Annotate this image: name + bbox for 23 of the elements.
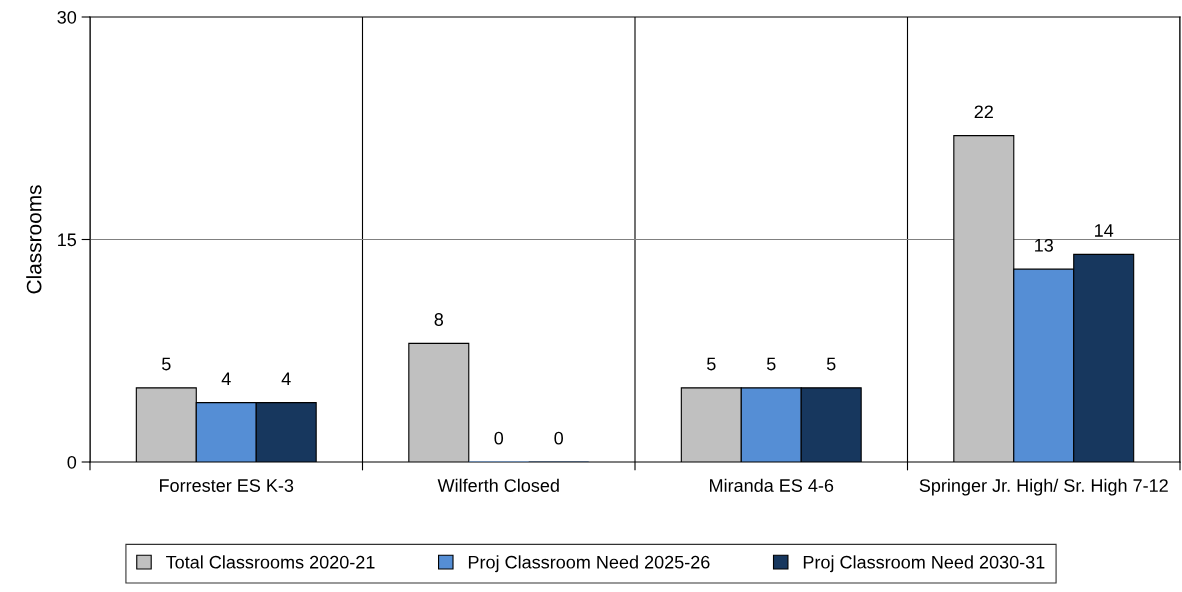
data-label: 13 bbox=[1035, 238, 1053, 252]
x-tick-label: Wilferth Closed bbox=[437, 478, 559, 492]
data-label: 4 bbox=[281, 372, 291, 386]
data-label: 4 bbox=[221, 372, 231, 386]
data-label: 5 bbox=[162, 357, 171, 371]
data-label: 5 bbox=[707, 357, 716, 371]
x-tick-label: Miranda ES 4-6 bbox=[710, 478, 834, 492]
legend-label: Proj Classroom Need 2025-26 bbox=[468, 555, 710, 573]
data-label: 5 bbox=[766, 357, 776, 371]
x-tick-label: Forrester ES K-3 bbox=[160, 479, 294, 492]
y-tick-label: 15 bbox=[58, 233, 77, 247]
y-axis-title: Classrooms bbox=[26, 185, 42, 294]
data-label: 22 bbox=[974, 105, 993, 119]
data-label: 5 bbox=[826, 357, 836, 371]
data-label: 14 bbox=[1095, 224, 1114, 237]
data-label: 0 bbox=[494, 431, 504, 445]
legend-label: Proj Classroom Need 2030-31 bbox=[803, 555, 1045, 573]
y-tick-label: 0 bbox=[67, 455, 77, 469]
data-label: 8 bbox=[434, 313, 444, 326]
x-tick-label: Springer Jr. High/ Sr. High 7-12 bbox=[919, 478, 1168, 496]
legend-label: Total Classrooms 2020-21 bbox=[166, 555, 375, 569]
y-tick-label: 30 bbox=[57, 10, 77, 24]
data-label: 0 bbox=[554, 431, 564, 445]
